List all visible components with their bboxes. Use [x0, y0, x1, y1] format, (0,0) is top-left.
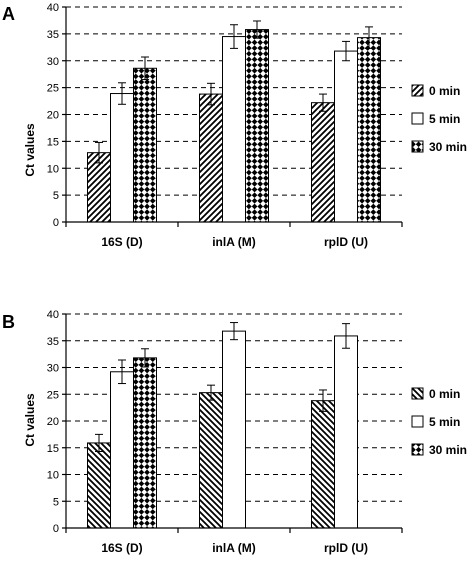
legend-swatch [411, 140, 424, 153]
bar [199, 93, 223, 223]
x-ticks-a [65, 222, 403, 227]
legend-label: 30 min [429, 140, 467, 154]
legend-swatch [411, 415, 424, 428]
y-tick-label: 30 [47, 363, 59, 375]
y-tick-label: 30 [47, 56, 59, 68]
legend-swatch [411, 443, 424, 456]
y-tick-label: 40 [47, 309, 59, 321]
y-tick-label: 35 [47, 336, 59, 348]
bar [133, 67, 157, 223]
bar [110, 371, 134, 529]
category-label: 16S (D) [101, 235, 142, 249]
bar [87, 442, 111, 529]
y-tick-label: 0 [53, 217, 59, 229]
y-axis-label-a: Ct values [23, 123, 37, 177]
panel-a: A Ct values 0 5 10 15 20 25 30 35 40 16S (D) inlA… [2, 2, 467, 249]
category-label: 16S (D) [101, 541, 142, 555]
y-tick-label: 20 [47, 416, 59, 428]
bar [110, 93, 134, 223]
y-tick-label: 15 [47, 443, 59, 455]
y-tick-label: 10 [47, 163, 59, 175]
y-ticks-a: 0 5 10 15 20 25 30 35 40 [47, 2, 66, 229]
y-tick-label: 35 [47, 29, 59, 41]
bar [357, 37, 381, 223]
category-label: inlA (M) [212, 235, 256, 249]
bar [133, 357, 157, 529]
errorbars-a [95, 20, 373, 164]
legend-label: 30 min [429, 443, 467, 457]
y-axis-label-b: Ct values [23, 393, 37, 447]
category-label: inlA (M) [212, 541, 256, 555]
bar [222, 36, 246, 223]
bar [222, 330, 246, 529]
bars-b [87, 330, 358, 529]
panel-letter-b: B [2, 312, 15, 332]
legend-label: 5 min [429, 112, 460, 126]
bar [245, 29, 269, 223]
category-labels-b: 16S (D) inlA (M) rplD (U) [101, 541, 368, 555]
bar [334, 50, 358, 223]
panel-b: B Ct values 0 5 10 15 20 25 30 35 40 16S (D) inlA… [2, 309, 467, 555]
category-label: rplD (U) [324, 235, 368, 249]
y-tick-label: 25 [47, 389, 59, 401]
category-label: rplD (U) [324, 541, 368, 555]
legend-label: 0 min [429, 387, 460, 401]
y-tick-label: 10 [47, 470, 59, 482]
legend-swatch [411, 112, 424, 125]
y-tick-label: 25 [47, 83, 59, 95]
y-ticks-b: 0 5 10 15 20 25 30 35 40 [47, 309, 66, 535]
y-tick-label: 5 [53, 190, 59, 202]
legend-a: 0 min 5 min 30 min [411, 84, 467, 154]
legend-swatch [411, 84, 424, 97]
y-tick-label: 5 [53, 496, 59, 508]
bar [311, 102, 335, 223]
x-ticks-b [65, 528, 403, 533]
panel-letter-a: A [2, 4, 15, 24]
y-tick-label: 0 [53, 523, 59, 535]
legend-swatch [411, 387, 424, 400]
bar [311, 400, 335, 529]
y-tick-label: 20 [47, 110, 59, 122]
legend-label: 0 min [429, 84, 460, 98]
legend-label: 5 min [429, 415, 460, 429]
bars-a [87, 29, 381, 223]
errorbars-b [95, 322, 350, 452]
y-tick-label: 40 [47, 2, 59, 14]
legend-b: 0 min 5 min 30 min [411, 387, 467, 457]
y-tick-label: 15 [47, 136, 59, 148]
category-labels-a: 16S (D) inlA (M) rplD (U) [101, 235, 368, 249]
bar [199, 392, 223, 529]
bar [334, 335, 358, 529]
